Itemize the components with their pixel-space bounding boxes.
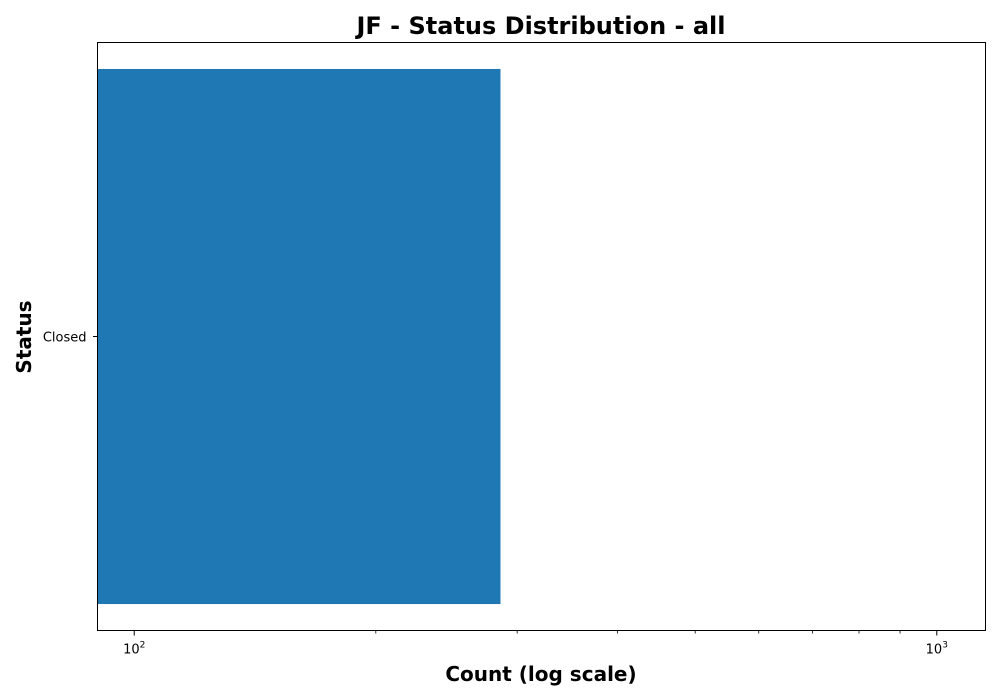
ticks-layer: Closed 102 103	[43, 331, 948, 658]
bars-layer	[97, 68, 501, 605]
bar-closed	[97, 68, 501, 605]
x-tick-label: 103	[926, 641, 948, 658]
y-axis-label: Status	[12, 300, 36, 373]
x-axis-label: Count (log scale)	[445, 662, 636, 686]
y-tick-label: Closed	[43, 331, 87, 346]
chart-title: JF - Status Distribution - all	[355, 12, 726, 40]
x-tick-label: 102	[123, 641, 145, 658]
